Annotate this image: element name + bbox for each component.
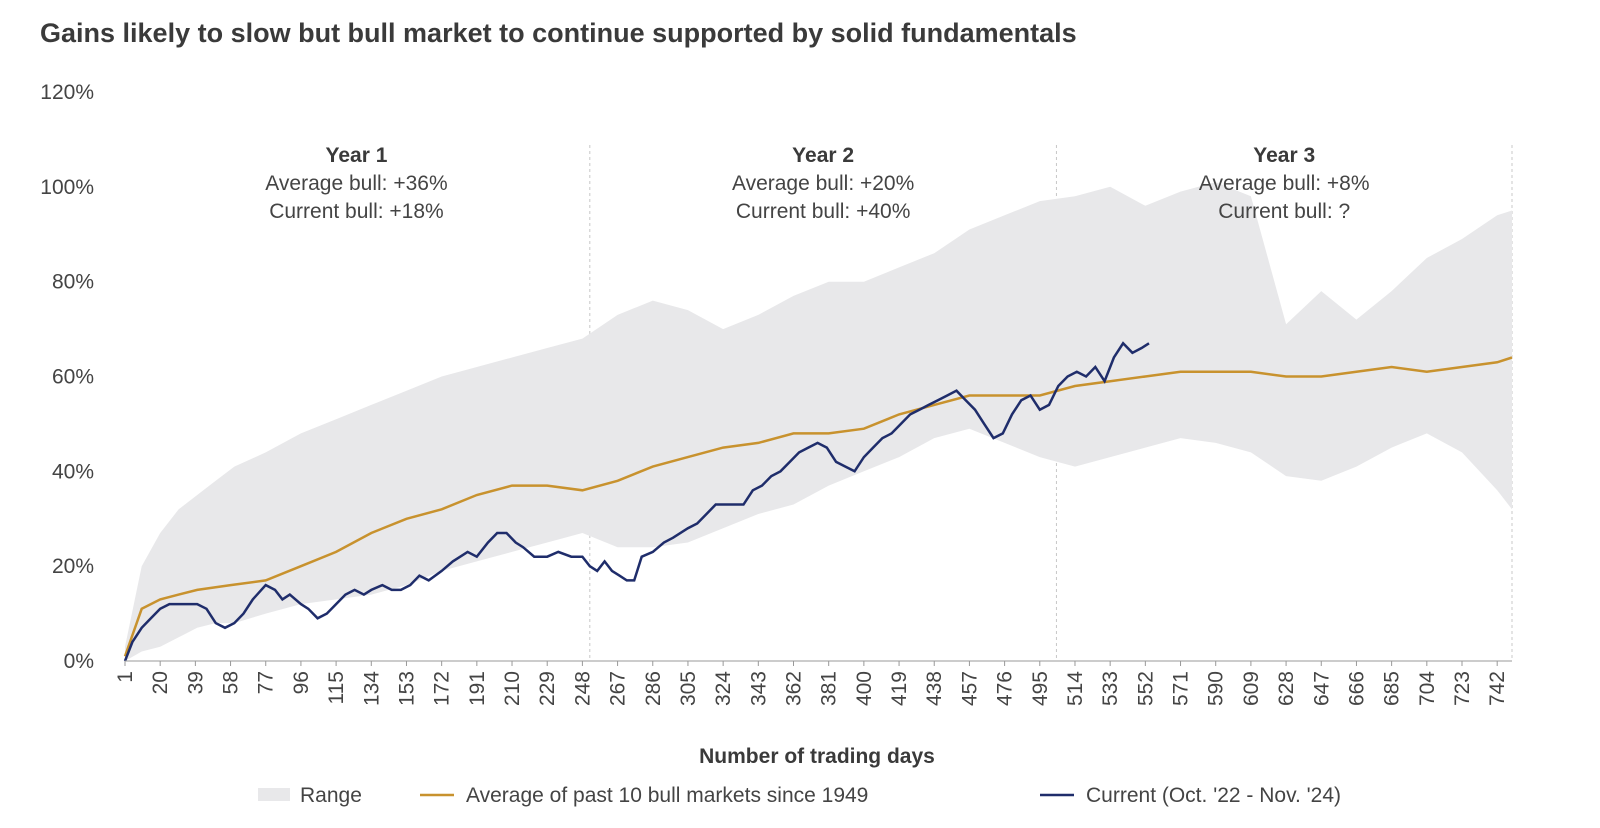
x-tick-label: 685 xyxy=(1381,671,1404,706)
x-tick-label: 419 xyxy=(888,671,911,706)
legend-label: Range xyxy=(300,784,362,807)
x-tick-label: 514 xyxy=(1064,671,1087,706)
legend-label: Current (Oct. '22 - Nov. '24) xyxy=(1086,784,1341,807)
x-tick-label: 381 xyxy=(818,671,841,706)
y-tick-label: 120% xyxy=(40,81,94,104)
x-tick-label: 324 xyxy=(712,671,735,706)
x-tick-label: 609 xyxy=(1240,671,1263,706)
x-tick-label: 438 xyxy=(923,671,946,706)
x-tick-label: 1 xyxy=(114,671,137,683)
x-tick-label: 248 xyxy=(571,671,594,706)
x-tick-label: 153 xyxy=(395,671,418,706)
legend-swatch xyxy=(258,788,290,801)
x-tick-label: 305 xyxy=(677,671,700,706)
annotation-average: Average bull: +36% xyxy=(265,172,447,195)
legend: Range Average of past 10 bull markets sin… xyxy=(258,784,1341,807)
x-tick-label: 39 xyxy=(184,671,207,694)
annotation-title: Year 3 xyxy=(1253,144,1315,167)
current-line xyxy=(123,341,1150,662)
x-tick-label: 286 xyxy=(642,671,665,706)
annotation-current: Current bull: +18% xyxy=(269,200,444,223)
x-tick-label: 362 xyxy=(783,671,806,706)
x-tick-label: 590 xyxy=(1205,671,1228,706)
x-tick-label: 20 xyxy=(149,671,172,694)
range-area xyxy=(125,182,1512,661)
y-tick-label: 60% xyxy=(52,366,94,389)
x-axis-label: Number of trading days xyxy=(699,745,935,768)
x-tick-label: 647 xyxy=(1310,671,1333,706)
y-tick-label: 40% xyxy=(52,460,94,483)
x-tick-label: 552 xyxy=(1134,671,1157,706)
chart-title: Gains likely to slow but bull market to … xyxy=(40,18,1077,48)
x-tick-label: 210 xyxy=(501,671,524,706)
x-tick-label: 134 xyxy=(360,671,383,706)
x-tick-label: 77 xyxy=(255,671,278,694)
annotation-average: Average bull: +20% xyxy=(732,172,914,195)
x-tick-label: 476 xyxy=(994,671,1017,706)
x-tick-label: 172 xyxy=(431,671,454,706)
annotation-current: Current bull: ? xyxy=(1218,200,1350,223)
y-tick-label: 80% xyxy=(52,271,94,294)
x-tick-label: 96 xyxy=(290,671,313,694)
y-tick-label: 20% xyxy=(52,555,94,578)
legend-item-1: Range xyxy=(258,784,362,807)
year-annotations: Year 1 Average bull: +36% Current bull: +1… xyxy=(265,144,1369,223)
annotation-title: Year 1 xyxy=(326,144,388,167)
x-tick-label: 723 xyxy=(1451,671,1474,706)
y-tick-label: 0% xyxy=(64,650,94,673)
x-tick-label: 495 xyxy=(1029,671,1052,706)
x-tick-label: 58 xyxy=(220,671,243,694)
x-tick-label: 229 xyxy=(536,671,559,706)
annotation-current: Current bull: +40% xyxy=(736,200,911,223)
y-axis-ticks: 0% 20% 40% 60% 80% 100% 120% xyxy=(40,81,94,673)
x-tick-label: 533 xyxy=(1099,671,1122,706)
average-line xyxy=(123,356,1513,657)
legend-item-3: Current (Oct. '22 - Nov. '24) xyxy=(1040,784,1341,807)
x-tick-label: 742 xyxy=(1486,671,1509,706)
x-tick-label: 191 xyxy=(466,671,489,706)
x-axis-ticks: 1 20 39 58 77 96 115 134 153 172 191 210 229 248 267 28… xyxy=(114,661,1509,706)
x-tick-label: 628 xyxy=(1275,671,1298,706)
annotation-year-1: Year 1 Average bull: +36% Current bull: +1… xyxy=(265,144,447,223)
x-tick-label: 704 xyxy=(1416,671,1439,706)
annotation-year-3: Year 3 Average bull: +8% Current bull: ? xyxy=(1199,144,1370,223)
legend-label: Average of past 10 bull markets since 19… xyxy=(466,784,868,807)
annotation-title: Year 2 xyxy=(792,144,854,167)
y-tick-label: 100% xyxy=(40,176,94,199)
x-tick-label: 457 xyxy=(958,671,981,706)
x-tick-label: 400 xyxy=(853,671,876,706)
legend-item-2: Average of past 10 bull markets since 19… xyxy=(420,784,868,807)
annotation-average: Average bull: +8% xyxy=(1199,172,1370,195)
annotation-year-2: Year 2 Average bull: +20% Current bull: +4… xyxy=(732,144,914,223)
x-tick-label: 571 xyxy=(1170,671,1193,706)
x-tick-label: 343 xyxy=(747,671,770,706)
x-tick-label: 666 xyxy=(1345,671,1368,706)
x-tick-label: 267 xyxy=(607,671,630,706)
x-tick-label: 115 xyxy=(325,671,348,704)
